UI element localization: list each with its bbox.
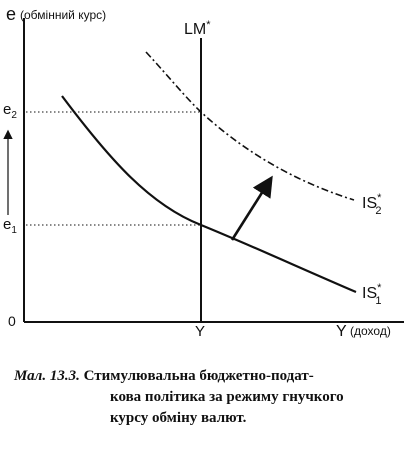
e2-tick-label: e2 <box>3 101 17 121</box>
x-axis-note: (доход) <box>350 324 391 338</box>
caption-line-1: Стимулювальна бюджетно-подат- <box>83 368 314 384</box>
is-shift-arrow <box>230 175 273 241</box>
is1-curve <box>61 95 357 294</box>
is-lm-diagram: e (обмінний курс) 0 Y (доход) e2 e1 Y LM… <box>3 4 404 340</box>
y-axis-label: e <box>6 4 16 24</box>
is1-label: IS* 1 <box>362 282 382 307</box>
y-axis-note: (обмінний курс) <box>20 8 106 22</box>
e1-tick-label: e1 <box>3 216 17 236</box>
is2-label: IS* 2 <box>362 192 382 217</box>
lm-label: LM* <box>184 19 211 38</box>
caption-line-3: курсу обміну валют. <box>110 410 247 426</box>
x-axis-label: Y <box>336 323 347 340</box>
caption-prefix: Мал. 13.3. <box>14 368 80 384</box>
figure-caption: Мал. 13.3. Стимулювальна бюджетно-подат-… <box>14 366 412 429</box>
y-tick-label: Y <box>195 323 205 340</box>
caption-line-2: кова політика за режиму гнучкого <box>110 389 344 405</box>
origin-label: 0 <box>8 313 16 329</box>
is2-curve <box>145 51 355 201</box>
